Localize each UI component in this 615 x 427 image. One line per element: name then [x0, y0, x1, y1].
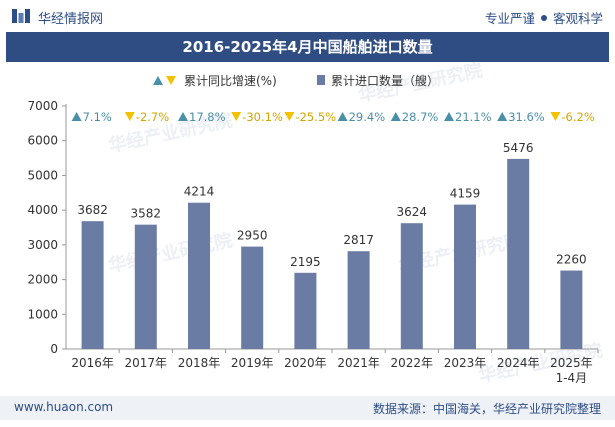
bar — [81, 221, 104, 349]
slogan-right: 客观科学 — [552, 11, 603, 26]
y-tick-label: 4000 — [27, 203, 58, 217]
bar-chart: 华经产业研究院华经产业研究院华经产业研究院华经产业研究院华经产业研究院累计同比增… — [27, 62, 604, 387]
growth-value-label: 31.6% — [508, 110, 545, 124]
slogan-separator-icon — [540, 15, 547, 21]
top-bar: 华经情报网 专业严谨 客观科学 — [0, 0, 615, 32]
bar-value-label: 2950 — [237, 229, 268, 243]
x-tick-label: 2022年 — [391, 356, 434, 370]
bar-value-label: 4159 — [450, 187, 481, 201]
legend-down-triangle-icon — [166, 76, 176, 85]
bar — [507, 158, 530, 349]
growth-down-triangle-icon — [550, 112, 561, 121]
growth-value-label: -30.1% — [242, 110, 283, 124]
bar-value-label: 2817 — [343, 233, 374, 247]
growth-value-label: -2.7% — [136, 110, 169, 124]
x-tick-label: 1-4月 — [556, 371, 588, 385]
growth-value-label: 28.7% — [402, 110, 439, 124]
bar-value-label: 5476 — [503, 141, 534, 155]
x-tick-label: 2025年 — [550, 356, 593, 370]
growth-value-label: 29.4% — [349, 110, 386, 124]
growth-up-triangle-icon — [71, 112, 82, 121]
growth-up-triangle-icon — [497, 112, 508, 121]
x-tick-label: 2021年 — [337, 356, 380, 370]
footer-website[interactable]: www.huaon.com — [14, 400, 114, 414]
x-tick-label: 2024年 — [497, 356, 540, 370]
bar — [134, 224, 157, 349]
slogan-left: 专业严谨 — [484, 11, 535, 26]
bar — [560, 270, 583, 349]
bar-value-label: 2260 — [556, 253, 587, 267]
growth-down-triangle-icon — [231, 112, 242, 121]
bar-value-label: 3682 — [77, 203, 108, 217]
footer-source: 数据来源：中国海关，华经产业研究院整理 — [372, 402, 601, 416]
x-tick-label: 2016年 — [71, 356, 114, 370]
slogan: 专业严谨 客观科学 — [485, 8, 603, 27]
bar — [241, 246, 264, 349]
x-tick-label: 2023年 — [444, 356, 487, 370]
growth-down-triangle-icon — [124, 112, 135, 121]
legend-bar-swatch — [317, 75, 325, 85]
title-bar: 2016-2025年4月中国船舶进口数量 — [6, 32, 609, 62]
watermark: 华经产业研究院 — [106, 229, 234, 277]
y-tick-label: 3000 — [27, 238, 58, 252]
y-tick-label: 6000 — [27, 134, 58, 148]
legend-up-triangle-icon — [153, 76, 163, 85]
legend-bar-label: 累计进口数量（艘） — [331, 73, 439, 88]
growth-down-triangle-icon — [284, 112, 295, 121]
x-tick-label: 2018年 — [178, 356, 221, 370]
x-tick-label: 2017年 — [125, 356, 168, 370]
y-tick-label: 5000 — [27, 168, 58, 182]
growth-value-label: 21.1% — [455, 110, 492, 124]
growth-up-triangle-icon — [444, 112, 454, 121]
growth-up-triangle-icon — [337, 112, 348, 121]
footer: www.huaon.com 数据来源：中国海关，华经产业研究院整理 — [0, 396, 615, 420]
bar-value-label: 2195 — [290, 255, 321, 269]
x-tick-label: 2019年 — [231, 356, 274, 370]
x-tick-label: 2020年 — [284, 356, 327, 370]
y-tick-label: 2000 — [27, 273, 58, 287]
logo-text: 华经情报网 — [38, 12, 104, 27]
y-tick-label: 7000 — [27, 99, 58, 113]
growth-value-label: 7.1% — [83, 110, 112, 124]
y-tick-label: 1000 — [27, 307, 58, 321]
chart-title: 2016-2025年4月中国船舶进口数量 — [182, 38, 433, 56]
bar-value-label: 4214 — [184, 185, 215, 199]
bar — [294, 272, 317, 349]
bar — [188, 202, 210, 349]
bar — [400, 223, 423, 349]
growth-value-label: 17.8% — [189, 110, 226, 124]
bar — [454, 204, 476, 349]
growth-up-triangle-icon — [178, 112, 188, 121]
growth-value-label: -6.2% — [561, 110, 594, 124]
bar-value-label: 3582 — [131, 207, 162, 221]
bar — [347, 251, 370, 349]
growth-up-triangle-icon — [390, 112, 401, 121]
growth-value-label: -25.5% — [295, 110, 336, 124]
bar-value-label: 3624 — [397, 205, 428, 219]
legend-growth-label: 累计同比增速(%) — [184, 74, 277, 88]
y-tick-label: 0 — [50, 342, 58, 356]
logo-icon — [12, 9, 30, 23]
